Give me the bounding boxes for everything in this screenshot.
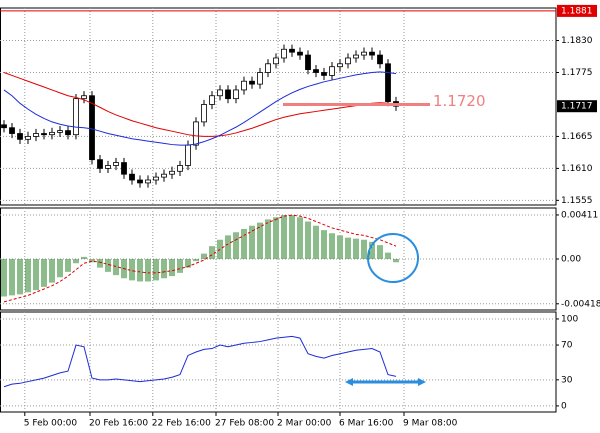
candle-body xyxy=(377,54,383,65)
candle-body xyxy=(41,133,47,136)
candle-body xyxy=(265,63,271,73)
highlight-circle xyxy=(367,233,419,283)
candle-body xyxy=(25,136,31,140)
x-tick-label: 20 Feb 16:00 xyxy=(89,419,148,429)
candle-body xyxy=(9,127,15,134)
price-line-label-bg xyxy=(557,4,597,17)
candle-body xyxy=(153,176,159,181)
candle-body xyxy=(113,162,119,166)
candle-body xyxy=(137,179,143,184)
current-price-bg xyxy=(557,100,597,113)
x-tick-label: 5 Feb 00:00 xyxy=(24,419,78,429)
candle-body xyxy=(345,57,351,65)
candle-body xyxy=(177,165,183,172)
candle-body xyxy=(305,54,311,70)
candle-body xyxy=(161,173,167,178)
y-tick-label: 1.1775 xyxy=(561,68,593,78)
candle-body xyxy=(385,63,391,102)
candle-body xyxy=(321,72,327,76)
x-tick-label: 22 Feb 16:00 xyxy=(152,419,211,429)
candle-body xyxy=(73,98,79,136)
candle-body xyxy=(201,104,207,123)
moving-average xyxy=(3,72,397,137)
x-tick-label: 27 Feb 08:00 xyxy=(215,419,274,429)
current-price-label: 1.1717 xyxy=(561,102,593,112)
candle-body xyxy=(289,48,295,53)
candle-body xyxy=(217,89,223,97)
candle-body xyxy=(361,51,367,56)
candle-body xyxy=(209,95,215,105)
candle-body xyxy=(297,51,303,56)
candle-body xyxy=(97,159,103,169)
candle-body xyxy=(57,130,63,133)
candle-body xyxy=(33,133,39,137)
moving-average xyxy=(3,71,397,146)
candle-body xyxy=(329,66,335,76)
arrow-head-left xyxy=(345,378,353,386)
x-tick-label: 9 Mar 08:00 xyxy=(403,419,458,429)
candle-body xyxy=(81,95,87,100)
candle-body xyxy=(337,63,343,68)
y-tick-label: 100 xyxy=(561,314,578,324)
candle-body xyxy=(49,131,55,136)
candle-body xyxy=(369,51,375,56)
candle-body xyxy=(17,133,23,140)
y-tick-label: 70 xyxy=(561,341,573,351)
candle-body xyxy=(169,170,175,175)
candle-body xyxy=(193,121,199,146)
candle-body xyxy=(105,165,111,169)
candle-body xyxy=(129,173,135,181)
candle-body xyxy=(281,48,287,59)
y-tick-label: 30 xyxy=(561,375,573,385)
candle-body xyxy=(89,95,95,161)
annotation-label: 1.1720 xyxy=(433,92,486,110)
candle-body xyxy=(273,57,279,65)
x-tick-label: 2 Mar 00:00 xyxy=(277,419,332,429)
y-tick-label: 1.1830 xyxy=(561,36,593,46)
candle-body xyxy=(121,162,127,175)
y-tick-label: 1.1665 xyxy=(561,132,593,142)
candle-body xyxy=(185,144,191,166)
candle-body xyxy=(241,80,247,91)
price-line-label: 1.1881 xyxy=(561,6,593,16)
candle-body xyxy=(257,72,263,85)
rsi-line xyxy=(3,335,397,388)
y-tick-label: -0.00418 xyxy=(561,299,600,309)
candle-body xyxy=(249,80,255,85)
candle-body xyxy=(313,69,319,73)
x-tick-label: 6 Mar 16:00 xyxy=(339,419,394,429)
y-tick-label: 0.00 xyxy=(561,255,581,265)
y-tick-label: 1.1555 xyxy=(561,196,593,206)
arrow-head-right xyxy=(418,378,426,386)
candle-body xyxy=(145,179,151,184)
candle-body xyxy=(225,89,231,100)
candle-body xyxy=(233,89,239,100)
y-tick-label: 0 xyxy=(561,401,567,411)
candle-body xyxy=(1,124,7,129)
signal-line xyxy=(3,214,397,303)
candle-body xyxy=(65,130,71,136)
candle-body xyxy=(353,54,359,59)
y-tick-label: 1.1610 xyxy=(561,164,593,174)
y-tick-label: 0.00411 xyxy=(561,210,598,220)
